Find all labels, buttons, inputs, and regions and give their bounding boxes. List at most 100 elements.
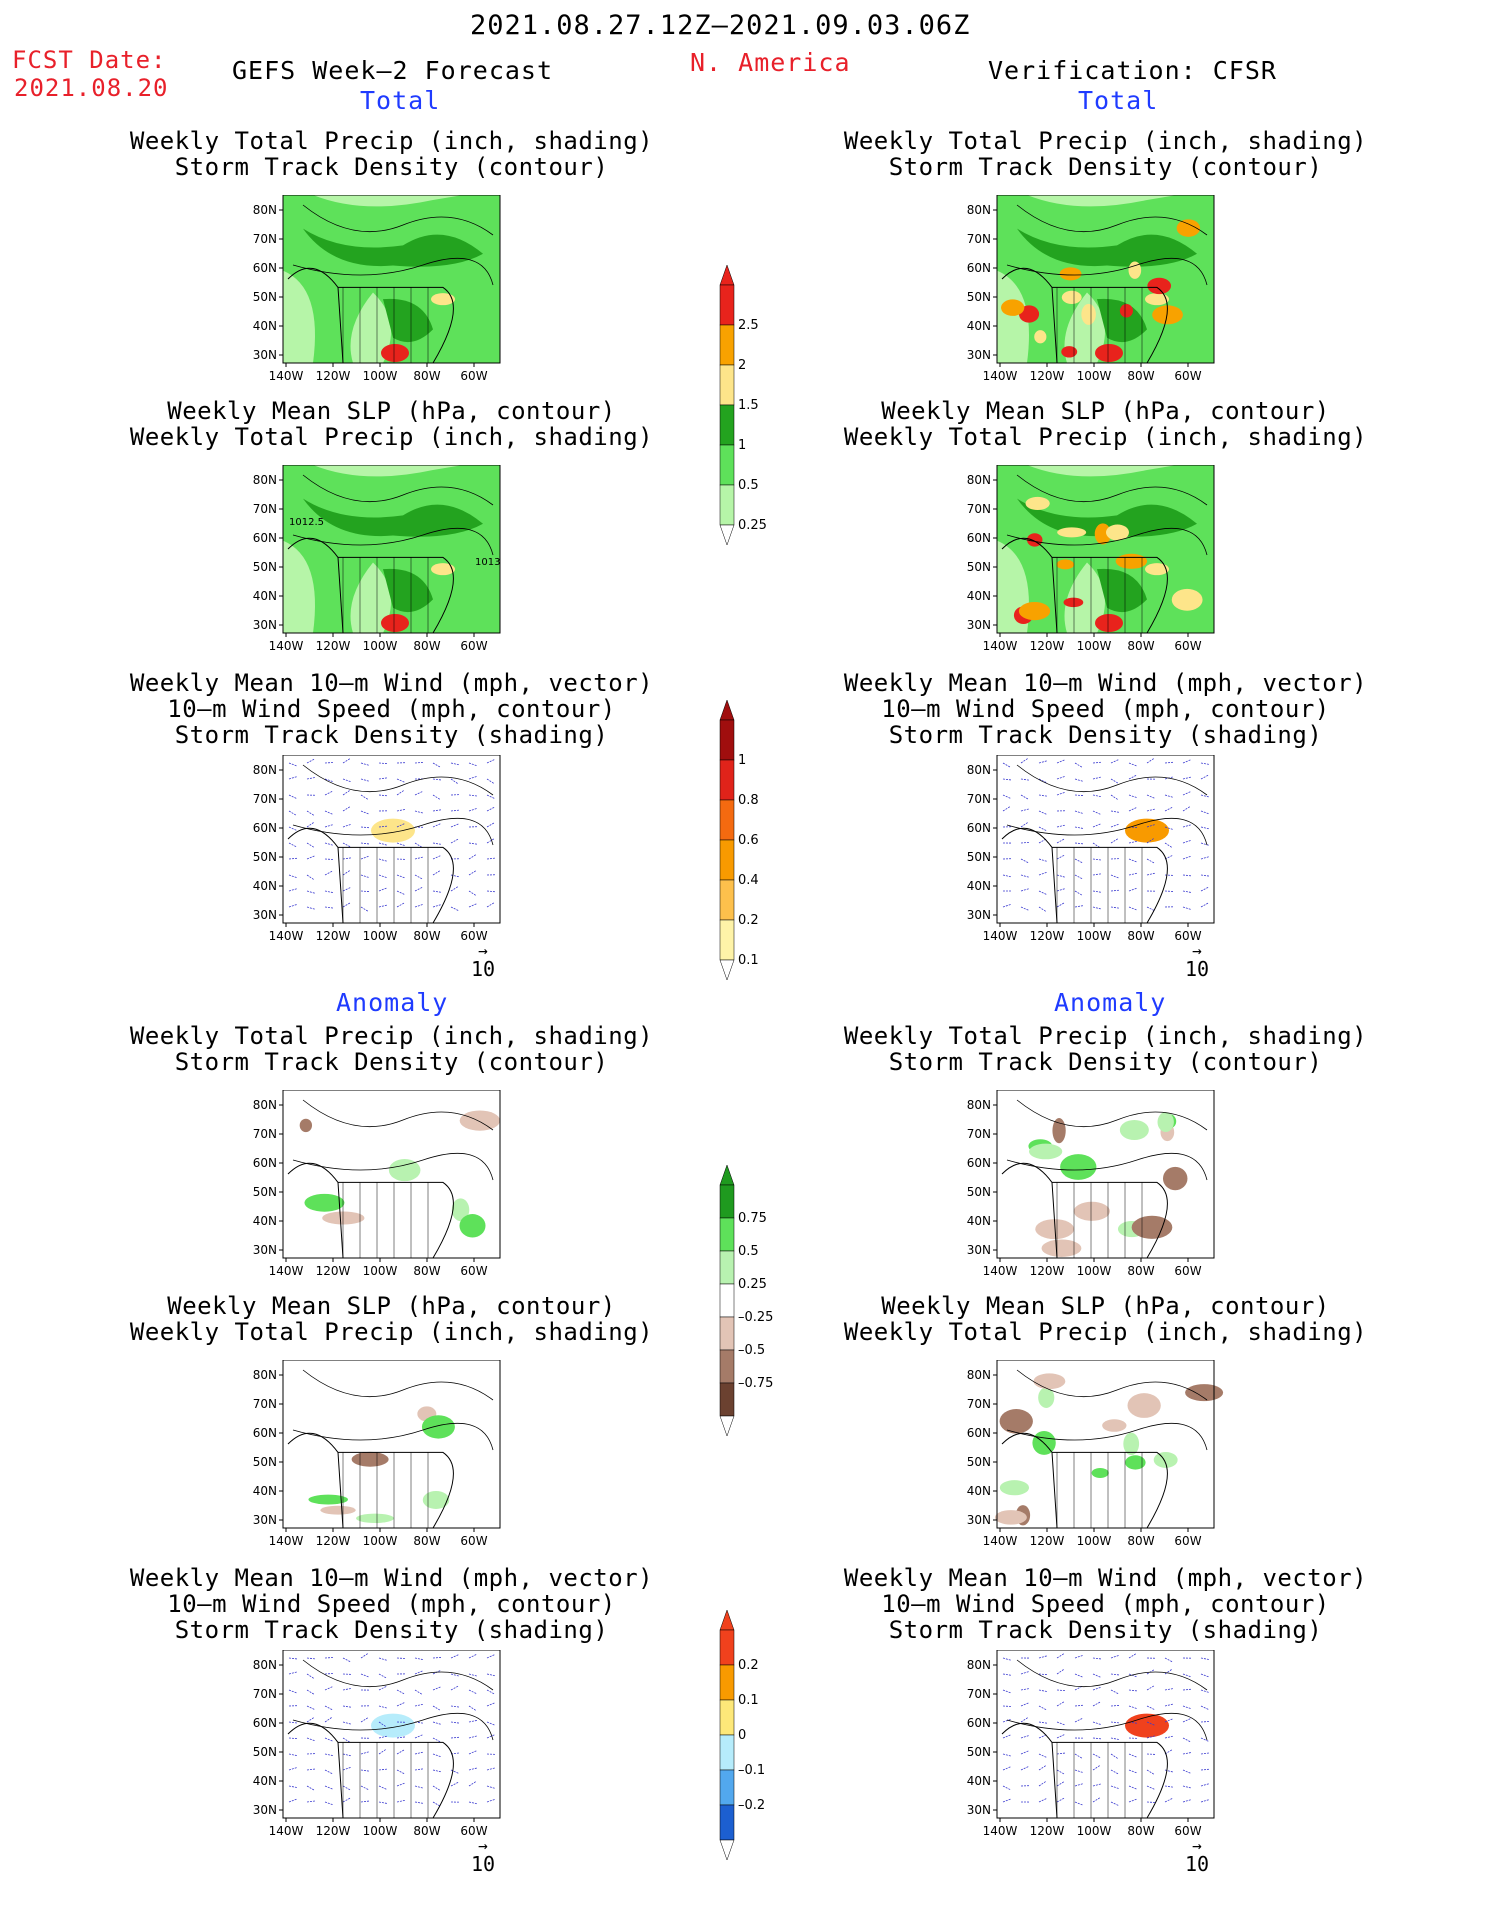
lat-label: 70N	[967, 792, 991, 806]
lat-label: 30N	[967, 348, 991, 362]
reference-arrow: →	[478, 1836, 488, 1855]
lat-label: 40N	[253, 319, 277, 333]
wind-vector	[1110, 759, 1119, 764]
anomaly-area	[422, 1490, 450, 1509]
wind-vector	[1074, 1769, 1083, 1773]
section-anomaly-left: Anomaly	[336, 988, 449, 1017]
heavy-precip-area	[1025, 496, 1050, 510]
colorbar-segment	[719, 364, 735, 406]
map-frame	[996, 195, 1215, 364]
coastline	[1001, 537, 1168, 634]
wind-vector	[1200, 1673, 1209, 1678]
wind-vector	[1038, 1765, 1046, 1771]
lon-label: 80W	[1127, 1824, 1154, 1838]
lat-label: 50N	[253, 290, 277, 304]
lat-label: 60N	[253, 1156, 277, 1170]
lat-label: 80N	[967, 1368, 991, 1382]
wind-vector	[1056, 838, 1065, 844]
wind-vector	[1110, 838, 1119, 844]
wind-vector	[342, 870, 350, 876]
map-panel: 80N 70N 60N 50N 40N 30N 140W 120W 100W 80W 60W	[253, 755, 501, 943]
lon-label: 60W	[1174, 929, 1201, 943]
lat-label: 80N	[967, 203, 991, 217]
wind-vector	[1092, 823, 1101, 828]
map-panel: 80N 70N 60N 50N 40N 30N 140W 120W 100W 80W 60W	[253, 1650, 501, 1838]
anomaly-area	[1073, 1201, 1110, 1221]
lat-label: 60N	[253, 1716, 277, 1730]
wind-vector	[342, 1737, 351, 1743]
anomaly-area	[1125, 1455, 1146, 1470]
wind-vector	[1038, 1705, 1047, 1711]
colorbar-segment	[719, 1699, 735, 1736]
wind-vector	[1164, 1785, 1173, 1788]
wind-vector	[1020, 1702, 1029, 1707]
wind-vector	[450, 906, 459, 911]
coastline	[287, 827, 454, 924]
colorbar-segment	[719, 1804, 735, 1841]
anomaly-area	[999, 1480, 1030, 1496]
colorbar-segment	[719, 1664, 735, 1701]
panel-title-line: Storm Track Density (contour)	[888, 153, 1323, 181]
colorbar-tick-label: 2.5	[738, 318, 759, 333]
wind-vector	[1092, 842, 1100, 848]
wind-vector	[468, 1767, 477, 1771]
wind-vector	[324, 1686, 333, 1691]
panel-title-line: Storm Track Density (shading)	[174, 721, 609, 749]
lon-label: 120W	[316, 929, 351, 943]
panel-title: Weekly Mean SLP (hPa, contour) Weekly Tot…	[817, 1293, 1394, 1345]
wind-vector	[450, 886, 459, 892]
panel-title: Weekly Mean 10–m Wind (mph, vector) 10–m …	[817, 1565, 1394, 1643]
wind-vector	[342, 857, 351, 860]
map-frame	[282, 755, 501, 924]
lat-label: 70N	[253, 792, 277, 806]
wind-vector	[1002, 1753, 1011, 1757]
wind-vector	[1182, 776, 1191, 780]
heavy-precip-area	[1034, 330, 1047, 344]
wind-vector	[414, 1703, 423, 1707]
wind-vector	[1056, 854, 1065, 860]
wind-vector	[1182, 1752, 1191, 1755]
map-frame	[282, 1090, 501, 1259]
heavy-precip-area	[1145, 293, 1169, 306]
wind-vector	[1074, 890, 1083, 896]
wind-vector	[360, 842, 369, 845]
wind-vector	[1020, 808, 1029, 812]
lon-label: 100W	[1077, 1264, 1112, 1278]
anomaly-area	[1162, 1166, 1188, 1191]
wind-vector	[342, 1797, 351, 1803]
heavy-precip-area	[1128, 261, 1142, 279]
panel-title-line: Weekly Mean 10–m Wind (mph, vector)	[129, 1564, 654, 1592]
wind-vector	[1038, 872, 1047, 876]
lat-label: 40N	[253, 1484, 277, 1498]
lat-label: 40N	[253, 589, 277, 603]
lat-label: 30N	[967, 908, 991, 922]
wind-vector	[378, 1768, 387, 1771]
wind-vector	[1020, 1688, 1029, 1691]
storm-track-shading	[371, 1713, 415, 1738]
map-frame	[282, 195, 501, 364]
anomaly-area	[1033, 1373, 1066, 1390]
wind-vector	[468, 903, 477, 908]
lat-label: 40N	[967, 319, 991, 333]
contour-line	[292, 1369, 494, 1451]
wind-vector	[1128, 1705, 1137, 1709]
storm-track-shading	[371, 818, 415, 843]
wind-vector	[1056, 888, 1065, 892]
wind-vector	[432, 1721, 441, 1725]
wind-vector	[1074, 810, 1083, 814]
wind-vector	[486, 1689, 495, 1695]
wind-vector	[288, 888, 297, 892]
panel-title-line: Storm Track Density (contour)	[888, 1048, 1323, 1076]
wind-vector	[432, 1657, 442, 1659]
colorbar-storm-total: 1 0.8 0.6 0.4 0.2 0.1	[719, 700, 759, 981]
colorbar-segment	[719, 404, 735, 446]
section-total-left: Total	[360, 86, 441, 115]
panel-title-line: Storm Track Density (shading)	[174, 1616, 609, 1644]
colorbar-segment	[719, 484, 735, 526]
wind-vector	[360, 1800, 369, 1803]
storm-track-shading	[1125, 818, 1169, 843]
lon-label: 80W	[1127, 639, 1154, 653]
colorbar-segment	[719, 719, 735, 761]
wind-vector	[1146, 1705, 1155, 1710]
wind-vector	[306, 810, 314, 816]
